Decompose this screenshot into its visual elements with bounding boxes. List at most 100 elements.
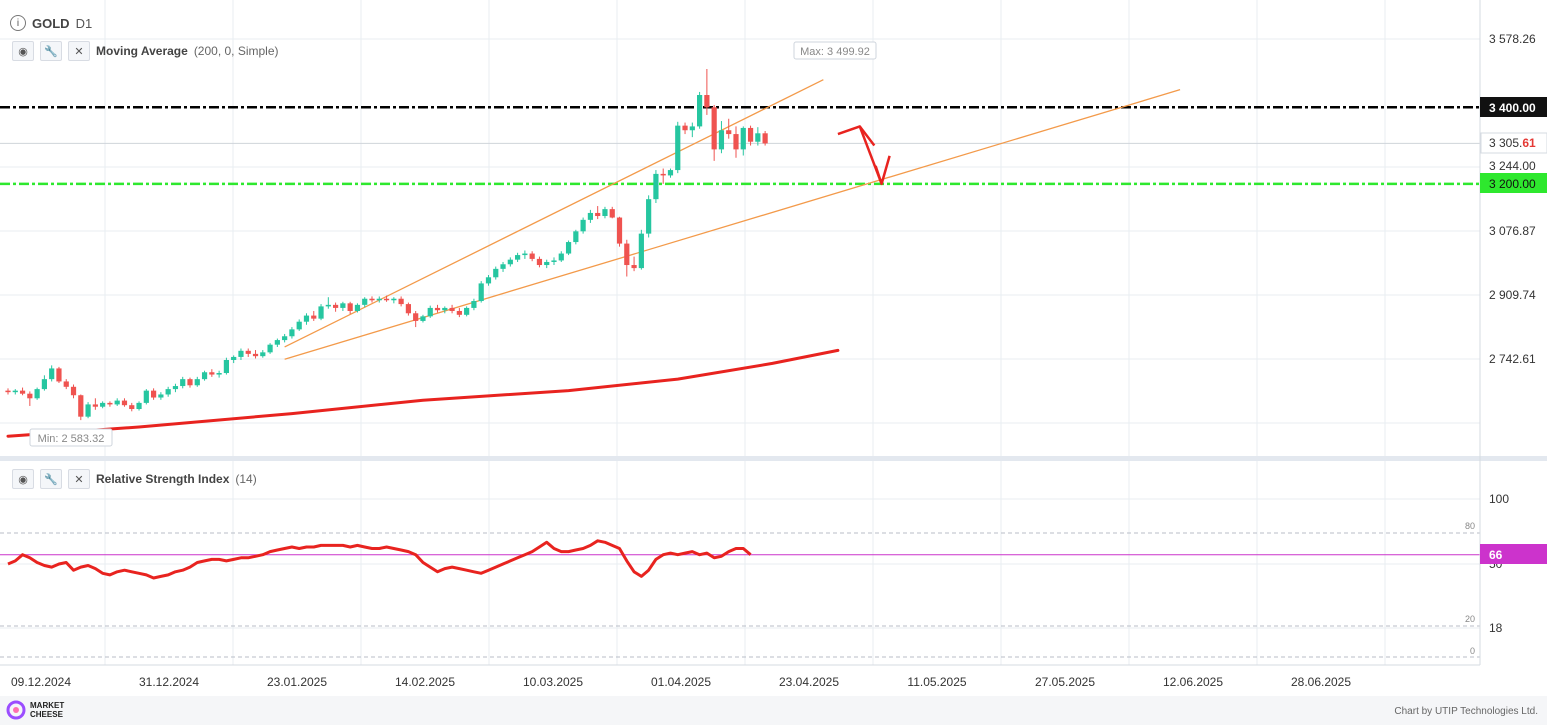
time-tick: 28.06.2025 xyxy=(1291,675,1351,689)
candle-bull xyxy=(602,209,608,217)
wrench-icon[interactable]: 🔧 xyxy=(40,469,62,489)
footer-bar xyxy=(0,696,1547,725)
candle-bull xyxy=(740,127,746,150)
rsi-indicator-name: Relative Strength Index xyxy=(96,472,230,486)
candle-bear xyxy=(5,390,11,393)
candle-bull xyxy=(376,298,382,301)
close-icon[interactable]: ✕ xyxy=(68,41,90,61)
candle-bull xyxy=(282,336,288,341)
candle-bull xyxy=(340,303,346,308)
candle-bull xyxy=(260,352,266,357)
candle-bear xyxy=(704,95,710,108)
rsi-indicator-header: ◉ 🔧 ✕ Relative Strength Index (14) xyxy=(12,469,257,489)
candle-bull xyxy=(442,307,448,311)
arrow-layer[interactable] xyxy=(837,125,891,186)
candle-bear xyxy=(347,303,353,311)
candle-bear xyxy=(398,298,404,305)
candle-bear xyxy=(449,307,455,311)
candle-bear xyxy=(726,130,732,135)
candle-bull xyxy=(274,340,280,345)
candle-bear xyxy=(187,379,193,386)
trend-layer[interactable] xyxy=(284,79,1181,360)
candle-bear xyxy=(434,307,441,311)
rsi-layer xyxy=(0,539,1480,580)
candle-bear xyxy=(616,217,623,244)
candle-bull xyxy=(551,260,557,262)
rsi-indicator-params: (14) xyxy=(235,472,257,486)
candle-bull xyxy=(427,307,433,317)
candle-bull xyxy=(587,212,593,220)
logo-text-1: MARKET xyxy=(30,701,64,710)
trend-line xyxy=(284,89,1181,360)
candle-bear xyxy=(529,253,535,259)
candle-bull xyxy=(464,307,470,315)
panel-separator[interactable] xyxy=(0,456,1547,461)
brand-logo[interactable]: MARKET CHEESE xyxy=(6,700,64,720)
candle-bear xyxy=(595,212,601,217)
time-tick: 11.05.2025 xyxy=(907,675,966,689)
info-circle-icon[interactable]: i xyxy=(10,15,26,31)
rsi-tick: 18 xyxy=(1489,621,1503,635)
candle-bull xyxy=(143,390,149,403)
wrench-icon[interactable]: 🔧 xyxy=(40,41,62,61)
level-high-badge: 3 400.00 xyxy=(1480,97,1547,117)
candle-bull xyxy=(238,350,244,357)
candle-bull xyxy=(267,344,273,353)
candle-bear xyxy=(682,125,688,131)
moving-average-line xyxy=(6,348,840,438)
time-tick: 23.01.2025 xyxy=(267,675,327,689)
close-icon[interactable]: ✕ xyxy=(68,469,90,489)
candle-bull xyxy=(114,400,120,405)
ma-indicator-params: (200, 0, Simple) xyxy=(193,44,279,58)
level-low-badge: 3 200.00 xyxy=(1480,173,1547,193)
eye-icon[interactable]: ◉ xyxy=(12,41,34,61)
min-label: Min: 2 583.32 xyxy=(38,433,105,445)
candle-bull xyxy=(500,264,506,269)
candle-bull xyxy=(289,329,295,337)
rsi-current-badge: 66 xyxy=(1480,544,1547,564)
candle-bear xyxy=(92,404,98,407)
candle-bull xyxy=(689,126,695,131)
candle-bull xyxy=(697,95,703,127)
level-low-value: 3 200.00 xyxy=(1489,177,1536,191)
candle-bull xyxy=(201,372,208,380)
candle-bear xyxy=(107,402,113,405)
candle-bear xyxy=(536,258,543,266)
candle-bull xyxy=(718,130,725,150)
time-tick: 10.03.2025 xyxy=(523,675,583,689)
candle-bull xyxy=(544,261,550,266)
candle-bear xyxy=(129,405,135,410)
candle-bull xyxy=(49,368,55,380)
candle-bull xyxy=(180,379,186,387)
chart-header: i GOLD D1 xyxy=(10,15,92,31)
candle-bear xyxy=(333,304,339,308)
candle-bull xyxy=(471,301,477,308)
candle-bull xyxy=(318,306,324,319)
eye-icon[interactable]: ◉ xyxy=(12,469,34,489)
price-tick: 3 244.00 xyxy=(1489,159,1536,173)
ma-indicator-name: Moving Average xyxy=(96,44,188,58)
rsi-line xyxy=(7,539,752,580)
candle-bull xyxy=(231,356,237,360)
candle-bull xyxy=(420,316,426,321)
candle-bear xyxy=(456,310,462,315)
candle-bear xyxy=(70,386,77,396)
candle-bull xyxy=(136,402,142,410)
candle-bull xyxy=(667,170,674,176)
candle-bull xyxy=(34,389,40,399)
timeframe[interactable]: D1 xyxy=(75,15,93,31)
candle-bull xyxy=(558,253,564,261)
candle-bear xyxy=(660,173,666,176)
forecast-arrow-head xyxy=(874,155,891,186)
candle-bear xyxy=(27,393,33,399)
candle-bear xyxy=(56,368,62,382)
candle-bull xyxy=(172,386,179,390)
candle-bear xyxy=(19,390,26,394)
candle-bull xyxy=(565,242,572,254)
candle-bull xyxy=(216,373,222,375)
chart-credit[interactable]: Chart by UTIP Technologies Ltd. xyxy=(1394,706,1538,717)
rsi-axis: 100 80 50 20 18 0 66 xyxy=(1465,492,1547,656)
candle-bull xyxy=(158,394,164,398)
time-tick: 01.04.2025 xyxy=(651,675,711,689)
